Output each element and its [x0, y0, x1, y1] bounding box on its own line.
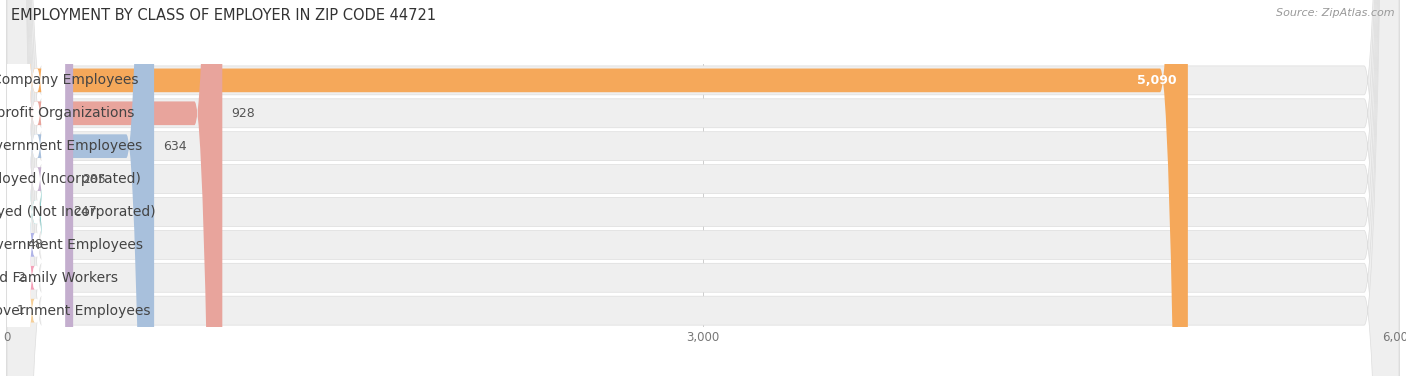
FancyBboxPatch shape — [7, 0, 1399, 376]
FancyBboxPatch shape — [7, 0, 65, 376]
FancyBboxPatch shape — [0, 0, 35, 376]
FancyBboxPatch shape — [7, 0, 1188, 376]
Text: Not-for-profit Organizations: Not-for-profit Organizations — [0, 106, 134, 120]
Text: Self-Employed (Not Incorporated): Self-Employed (Not Incorporated) — [0, 205, 155, 219]
FancyBboxPatch shape — [7, 0, 1399, 376]
FancyBboxPatch shape — [7, 0, 65, 376]
FancyBboxPatch shape — [7, 0, 1399, 376]
FancyBboxPatch shape — [7, 0, 65, 376]
Text: 2: 2 — [17, 271, 25, 284]
Text: Source: ZipAtlas.com: Source: ZipAtlas.com — [1277, 8, 1395, 18]
Text: Self-Employed (Incorporated): Self-Employed (Incorporated) — [0, 172, 141, 186]
Text: Private Company Employees: Private Company Employees — [0, 73, 139, 87]
Text: 1: 1 — [17, 304, 24, 317]
FancyBboxPatch shape — [7, 0, 65, 376]
FancyBboxPatch shape — [7, 0, 155, 376]
FancyBboxPatch shape — [7, 0, 73, 376]
FancyBboxPatch shape — [7, 0, 1399, 376]
FancyBboxPatch shape — [7, 0, 65, 376]
Text: 247: 247 — [73, 205, 97, 218]
FancyBboxPatch shape — [7, 0, 1399, 376]
Text: 634: 634 — [163, 139, 187, 153]
Text: EMPLOYMENT BY CLASS OF EMPLOYER IN ZIP CODE 44721: EMPLOYMENT BY CLASS OF EMPLOYER IN ZIP C… — [11, 8, 436, 23]
Text: State Government Employees: State Government Employees — [0, 238, 143, 252]
FancyBboxPatch shape — [7, 0, 222, 376]
Text: Unpaid Family Workers: Unpaid Family Workers — [0, 271, 118, 285]
FancyBboxPatch shape — [7, 0, 65, 376]
Text: 5,090: 5,090 — [1136, 74, 1177, 87]
Text: 48: 48 — [28, 238, 44, 252]
FancyBboxPatch shape — [7, 0, 1399, 376]
FancyBboxPatch shape — [7, 0, 65, 376]
FancyBboxPatch shape — [0, 0, 35, 376]
FancyBboxPatch shape — [0, 0, 35, 376]
FancyBboxPatch shape — [7, 0, 65, 376]
Text: 285: 285 — [83, 173, 107, 186]
Text: 928: 928 — [232, 107, 256, 120]
Text: Local Government Employees: Local Government Employees — [0, 139, 142, 153]
FancyBboxPatch shape — [7, 0, 65, 376]
FancyBboxPatch shape — [7, 0, 1399, 376]
FancyBboxPatch shape — [7, 0, 1399, 376]
Text: Federal Government Employees: Federal Government Employees — [0, 304, 150, 318]
